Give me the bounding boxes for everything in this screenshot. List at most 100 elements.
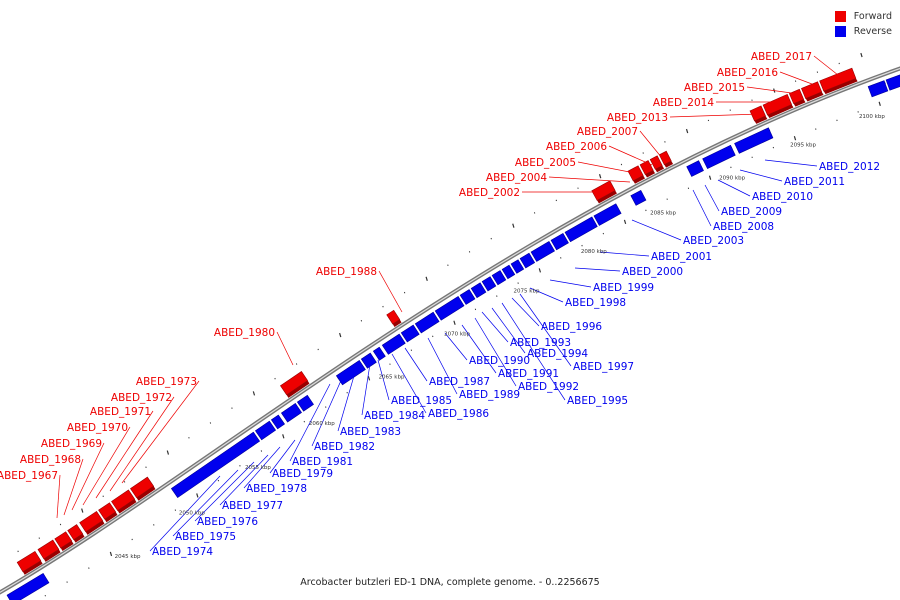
reverse-gene-block[interactable] (482, 277, 496, 291)
leader-line (747, 87, 799, 94)
gene-label[interactable]: ABED_1975 (175, 531, 236, 543)
gene-label[interactable]: ABED_2006 (546, 141, 607, 153)
kbp-tick-label: 2100 kbp (859, 114, 885, 120)
leader-line (362, 364, 370, 415)
reverse-gene-block[interactable] (401, 325, 419, 342)
scale-tick (513, 224, 514, 228)
gene-label[interactable]: ABED_2015 (684, 82, 745, 94)
reverse-gene-block[interactable] (551, 233, 568, 249)
gene-label[interactable]: ABED_2011 (784, 176, 845, 188)
reverse-gene-block[interactable] (868, 81, 888, 97)
reverse-gene-block[interactable] (255, 421, 275, 440)
gene-label[interactable]: ABED_2004 (486, 172, 547, 184)
legend-forward: Forward (835, 9, 892, 24)
gene-label[interactable]: ABED_1998 (565, 297, 626, 309)
reverse-gene-block[interactable] (631, 190, 646, 205)
gene-label[interactable]: ABED_1992 (518, 381, 579, 393)
reverse-gene-block[interactable] (361, 353, 376, 368)
gene-label[interactable]: ABED_1995 (567, 395, 628, 407)
gene-label[interactable]: ABED_1987 (429, 376, 490, 388)
reverse-gene-block[interactable] (471, 283, 486, 298)
gene-label[interactable]: ABED_1982 (314, 441, 375, 453)
gene-label[interactable]: ABED_2005 (515, 157, 576, 169)
gene-label[interactable]: ABED_1970 (67, 422, 128, 434)
kbp-tick-label: 2050 kbp (179, 510, 205, 516)
kbp-tick-label: 2055 kbp (245, 465, 271, 471)
leader-line (550, 280, 591, 287)
reverse-gene-block[interactable] (460, 290, 475, 305)
scale-tick (368, 376, 369, 380)
gene-label[interactable]: ABED_1976 (197, 516, 258, 528)
gene-label[interactable]: ABED_1996 (541, 321, 602, 333)
gene-label[interactable]: ABED_1986 (428, 408, 489, 420)
gene-label[interactable]: ABED_1983 (340, 426, 401, 438)
gene-label[interactable]: ABED_1991 (498, 368, 559, 380)
gene-label[interactable]: ABED_1969 (41, 438, 102, 450)
scale-tick (600, 174, 601, 178)
gene-label[interactable]: ABED_2012 (819, 161, 880, 173)
leader-line (705, 185, 719, 211)
leader-line (312, 376, 343, 446)
gene-label[interactable]: ABED_1973 (136, 376, 197, 388)
gene-label[interactable]: ABED_1994 (527, 348, 588, 360)
gene-label[interactable]: ABED_1972 (111, 392, 172, 404)
gene-label[interactable]: ABED_2003 (683, 235, 744, 247)
scale-tick (167, 451, 168, 455)
leader-line (609, 146, 652, 165)
gene-label[interactable]: ABED_1980 (214, 327, 275, 339)
gene-label[interactable]: ABED_2014 (653, 97, 714, 109)
gene-label[interactable]: ABED_1990 (469, 355, 530, 367)
gene-label[interactable]: ABED_1977 (222, 500, 283, 512)
caption: Arcobacter butzleri ED-1 DNA, complete g… (0, 577, 900, 588)
gene-label[interactable]: ABED_2016 (717, 67, 778, 79)
forward-gene-block[interactable] (38, 540, 59, 559)
leader-line (482, 312, 508, 342)
gene-label[interactable]: ABED_1978 (246, 483, 307, 495)
reverse-gene-block[interactable] (281, 403, 301, 422)
gene-label[interactable]: ABED_1988 (316, 266, 377, 278)
reverse-gene-block[interactable] (735, 128, 773, 154)
gene-label[interactable]: ABED_1971 (90, 406, 151, 418)
reverse-gene-block[interactable] (297, 395, 313, 411)
gene-label[interactable]: ABED_2008 (713, 221, 774, 233)
leader-line (765, 160, 817, 166)
gene-label[interactable]: ABED_1999 (593, 282, 654, 294)
gene-label[interactable]: ABED_1997 (573, 361, 634, 373)
gene-label[interactable]: ABED_1968 (20, 454, 81, 466)
scale-tick (283, 434, 284, 438)
gene-label[interactable]: ABED_2010 (752, 191, 813, 203)
gene-label[interactable]: ABED_1984 (364, 410, 425, 422)
leader-line (405, 348, 427, 381)
scale-tick (110, 552, 111, 556)
scale-tick (426, 277, 427, 281)
gene-label[interactable]: ABED_2009 (721, 206, 782, 218)
reverse-gene-block[interactable] (886, 74, 900, 90)
reverse-gene-block[interactable] (520, 253, 535, 268)
gene-label[interactable]: ABED_1985 (391, 395, 452, 407)
reverse-gene-block[interactable] (373, 347, 385, 360)
reverse-swatch (835, 26, 846, 37)
gene-label[interactable]: ABED_1981 (292, 456, 353, 468)
gene-label[interactable]: ABED_1974 (152, 546, 213, 558)
gene-label[interactable]: ABED_2013 (607, 112, 668, 124)
gene-label[interactable]: ABED_1979 (272, 468, 333, 480)
kbp-tick-label: 2095 kbp (790, 142, 816, 148)
leader-line (277, 332, 293, 365)
reverse-gene-block[interactable] (687, 161, 704, 177)
gene-label[interactable]: ABED_2007 (577, 126, 638, 138)
gene-label[interactable]: ABED_2002 (459, 187, 520, 199)
kbp-tick-label: 2065 kbp (379, 374, 405, 380)
kbp-tick-label: 2085 kbp (650, 211, 676, 217)
gene-label[interactable]: ABED_2001 (651, 251, 712, 263)
gene-label[interactable]: ABED_2000 (622, 266, 683, 278)
kbp-tick-label: 2075 kbp (514, 288, 540, 294)
gene-label[interactable]: ABED_2017 (751, 51, 812, 63)
leader-line (670, 114, 760, 117)
gene-label[interactable]: ABED_1989 (459, 389, 520, 401)
gene-label[interactable]: ABED_1967 (0, 470, 58, 482)
leader-line (578, 162, 640, 174)
reverse-gene-block[interactable] (492, 271, 506, 285)
scale-tick (879, 102, 880, 106)
leader-line (640, 131, 662, 158)
